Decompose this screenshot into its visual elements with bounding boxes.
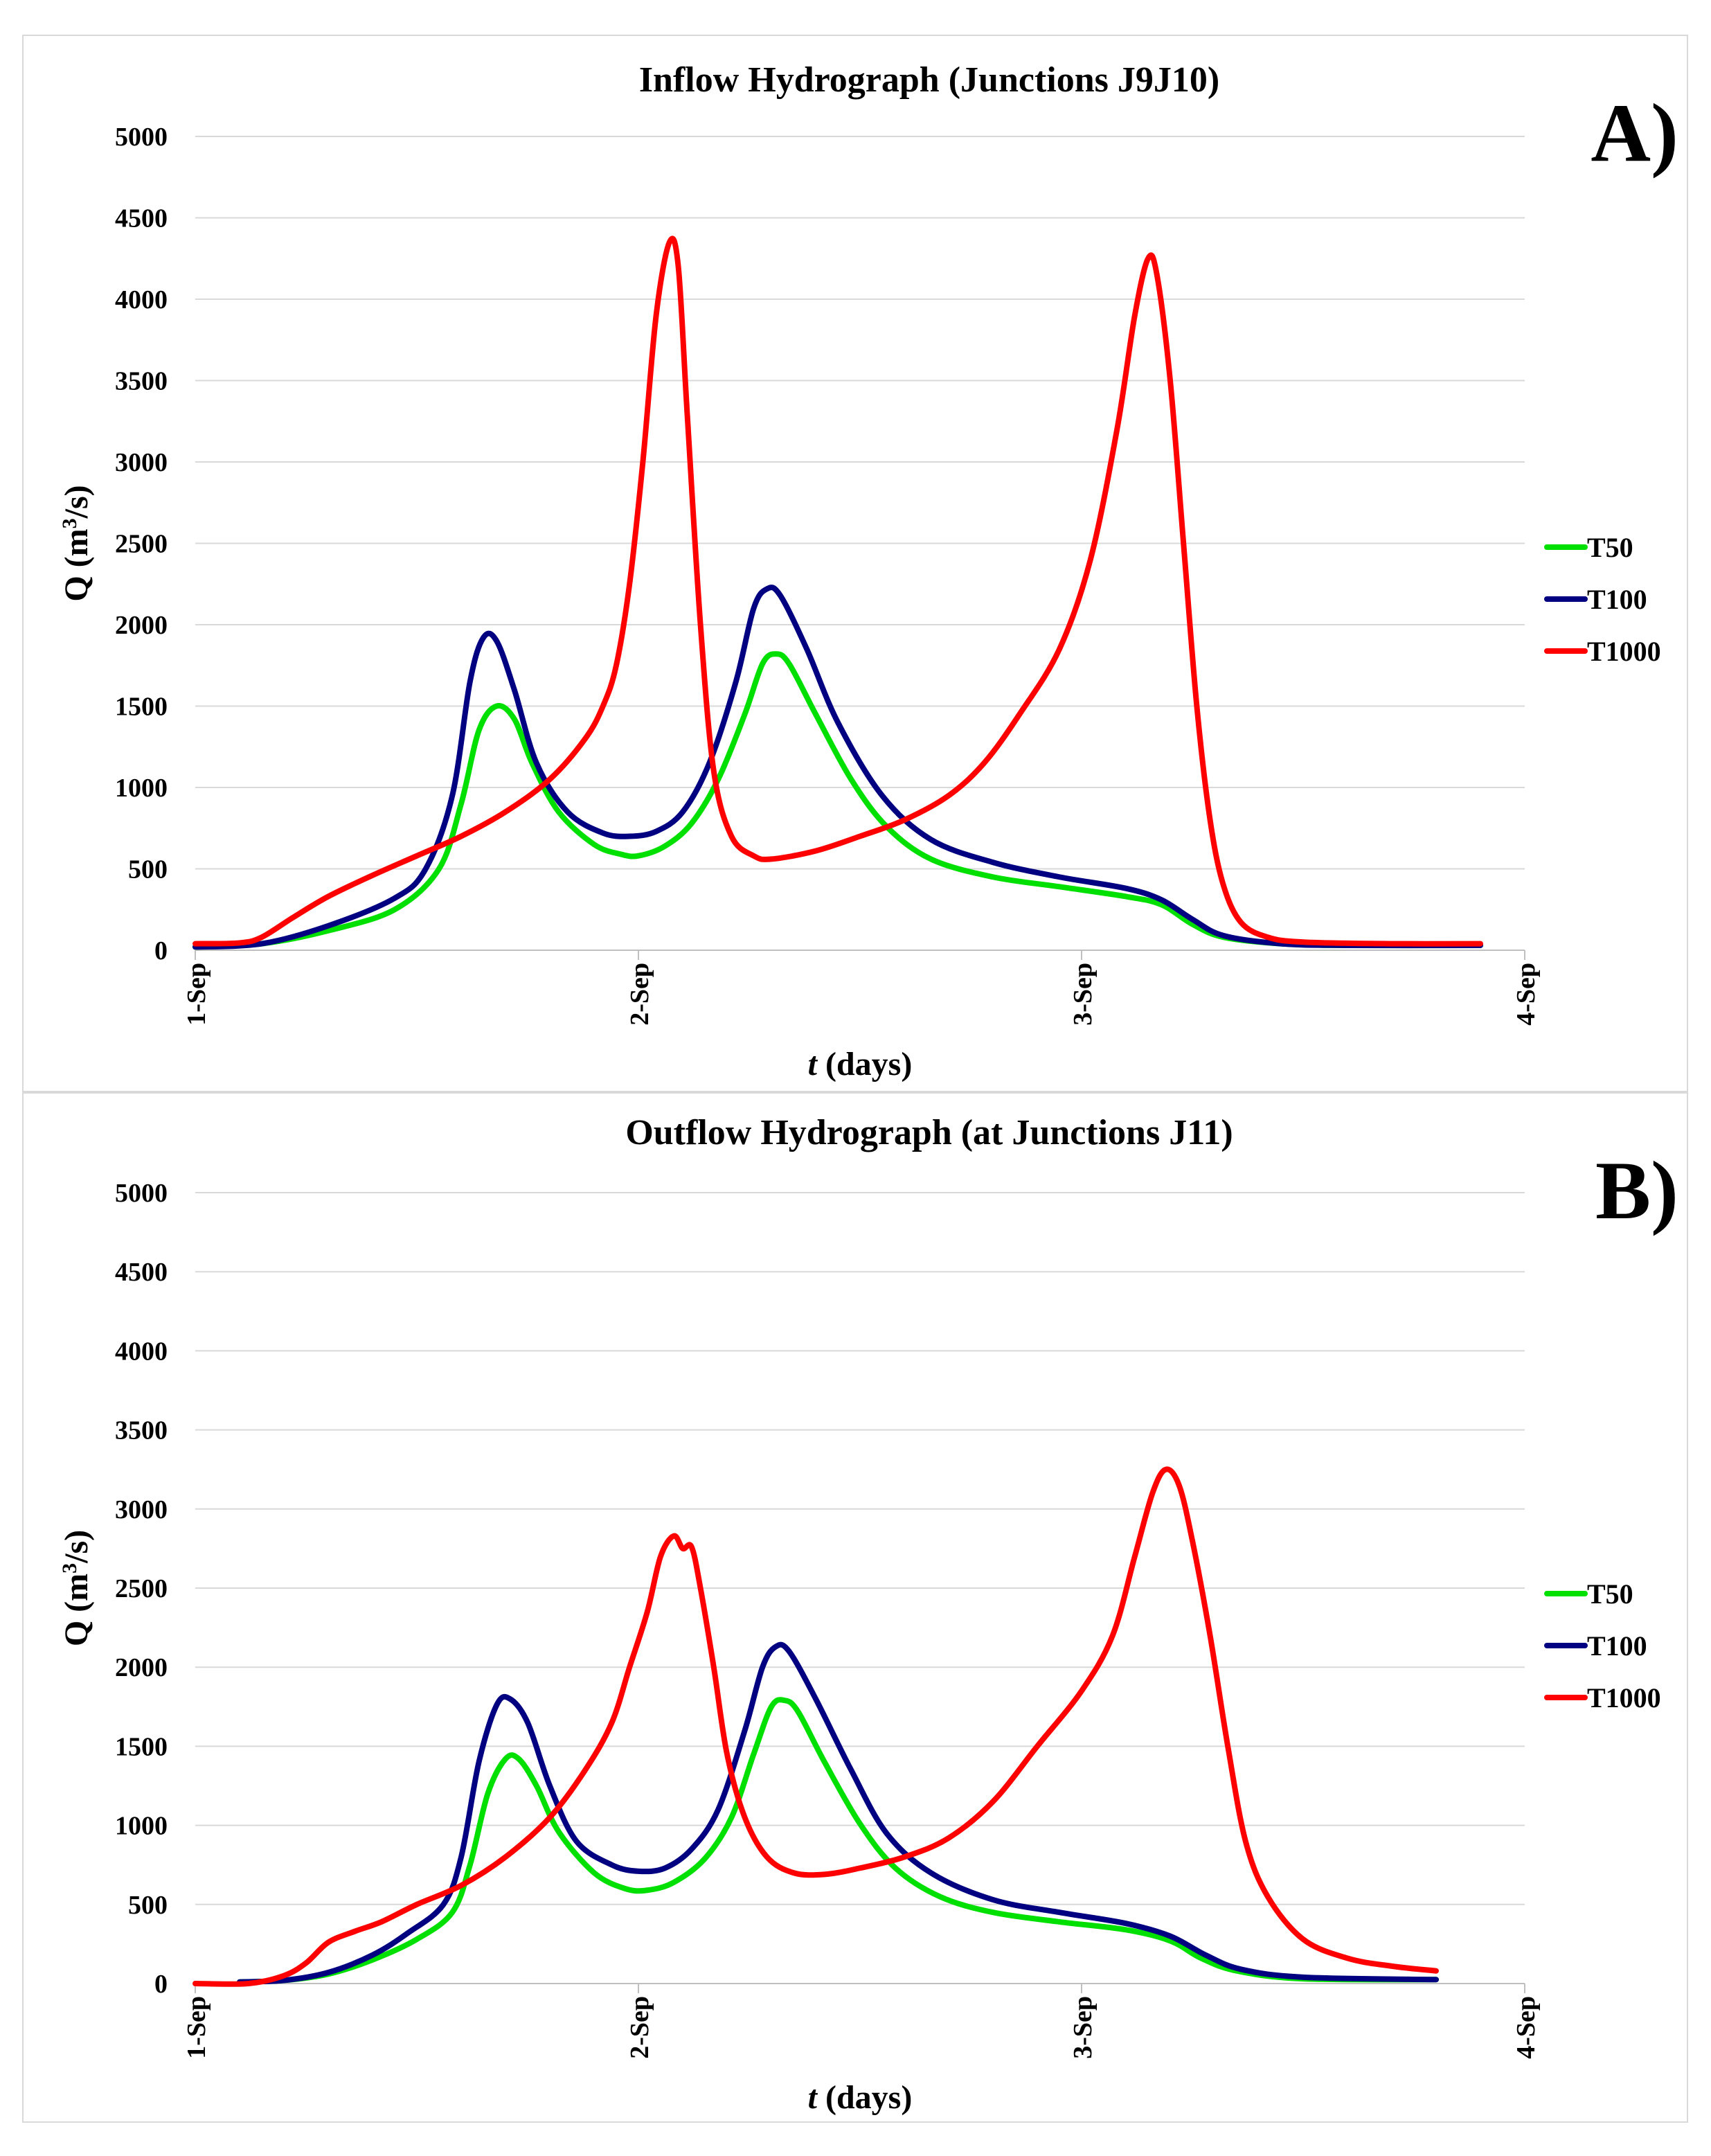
y-tick-label: 1500 (115, 1732, 168, 1761)
legend-label-t50: T50 (1587, 1578, 1633, 1610)
y-axis-title: Q (m3/s) (58, 1530, 96, 1646)
y-tick-label: 500 (128, 1891, 168, 1920)
panel-label: A) (1591, 87, 1678, 179)
y-tick-label: 5000 (115, 123, 168, 152)
series-line-t100 (192, 585, 1483, 950)
y-tick-label: 2000 (115, 1653, 168, 1682)
y-tick-label: 1000 (115, 1812, 168, 1841)
legend-label-t50: T50 (1587, 532, 1633, 563)
y-tick-label: 0 (154, 936, 168, 965)
panel-inflow-hydrograph: 0 500 1000 1500 2000 2500 3000 3500 4000 4500 5000… (22, 35, 1688, 1092)
x-tick-label: 2-Sep (625, 963, 654, 1026)
y-tick-label: 1000 (115, 774, 168, 803)
y-tick-label: 2500 (115, 530, 168, 559)
chart-title: Outflow Hydrograph (at Junctions J11) (625, 1113, 1233, 1152)
panel-label: B) (1595, 1144, 1678, 1236)
y-tick-label: 500 (128, 855, 168, 884)
y-tick-label: 4000 (115, 285, 168, 314)
legend-label-t1000: T1000 (1587, 1682, 1661, 1713)
series-line-t50 (192, 651, 1483, 950)
y-tick-label: 0 (154, 1970, 168, 1999)
chart-outflow: 0 500 1000 1500 2000 2500 3000 3500 4000 4500 5000… (58, 1113, 1679, 2116)
x-tick-label: 1-Sep (182, 963, 211, 1026)
panel-outflow-hydrograph: 0 500 1000 1500 2000 2500 3000 3500 4000 4500 5000… (22, 1092, 1688, 2123)
y-tick-label: 1500 (115, 693, 168, 722)
x-tick-label: 4-Sep (1512, 963, 1541, 1026)
y-tick-label: 3500 (115, 1416, 168, 1445)
y-tick-label: 5000 (115, 1179, 168, 1208)
legend-label-t100: T100 (1587, 584, 1647, 615)
x-axis-title: t (days) (808, 1046, 913, 1083)
y-tick-label: 2000 (115, 611, 168, 640)
x-axis-title: t (days) (808, 2079, 913, 2116)
y-tick-label: 4500 (115, 1258, 168, 1287)
y-tick-label: 3500 (115, 367, 168, 396)
y-tick-label: 3000 (115, 1495, 168, 1524)
y-tick-label: 3000 (115, 448, 168, 477)
legend-label-t1000: T1000 (1587, 636, 1661, 667)
y-axis-title: Q (m3/s) (58, 485, 96, 601)
series-line-t1000 (192, 1466, 1439, 1987)
series-line-t100 (237, 1641, 1439, 1985)
x-tick-label: 1-Sep (182, 1996, 211, 2059)
x-tick-label: 3-Sep (1068, 963, 1098, 1026)
x-tick-label: 3-Sep (1068, 1996, 1098, 2059)
chart-inflow: 0 500 1000 1500 2000 2500 3000 3500 4000 4500 5000… (58, 60, 1679, 1083)
y-tick-label: 4000 (115, 1337, 168, 1366)
x-tick-label: 2-Sep (625, 1996, 654, 2059)
series-line-t1000 (192, 235, 1483, 947)
y-tick-label: 4500 (115, 204, 168, 233)
series-line-t50 (237, 1697, 1439, 1985)
chart-title: Inflow Hydrograph (Junctions J9J10) (639, 60, 1219, 100)
legend-label-t100: T100 (1587, 1630, 1647, 1661)
y-tick-label: 2500 (115, 1574, 168, 1603)
x-tick-label: 4-Sep (1512, 1996, 1541, 2059)
